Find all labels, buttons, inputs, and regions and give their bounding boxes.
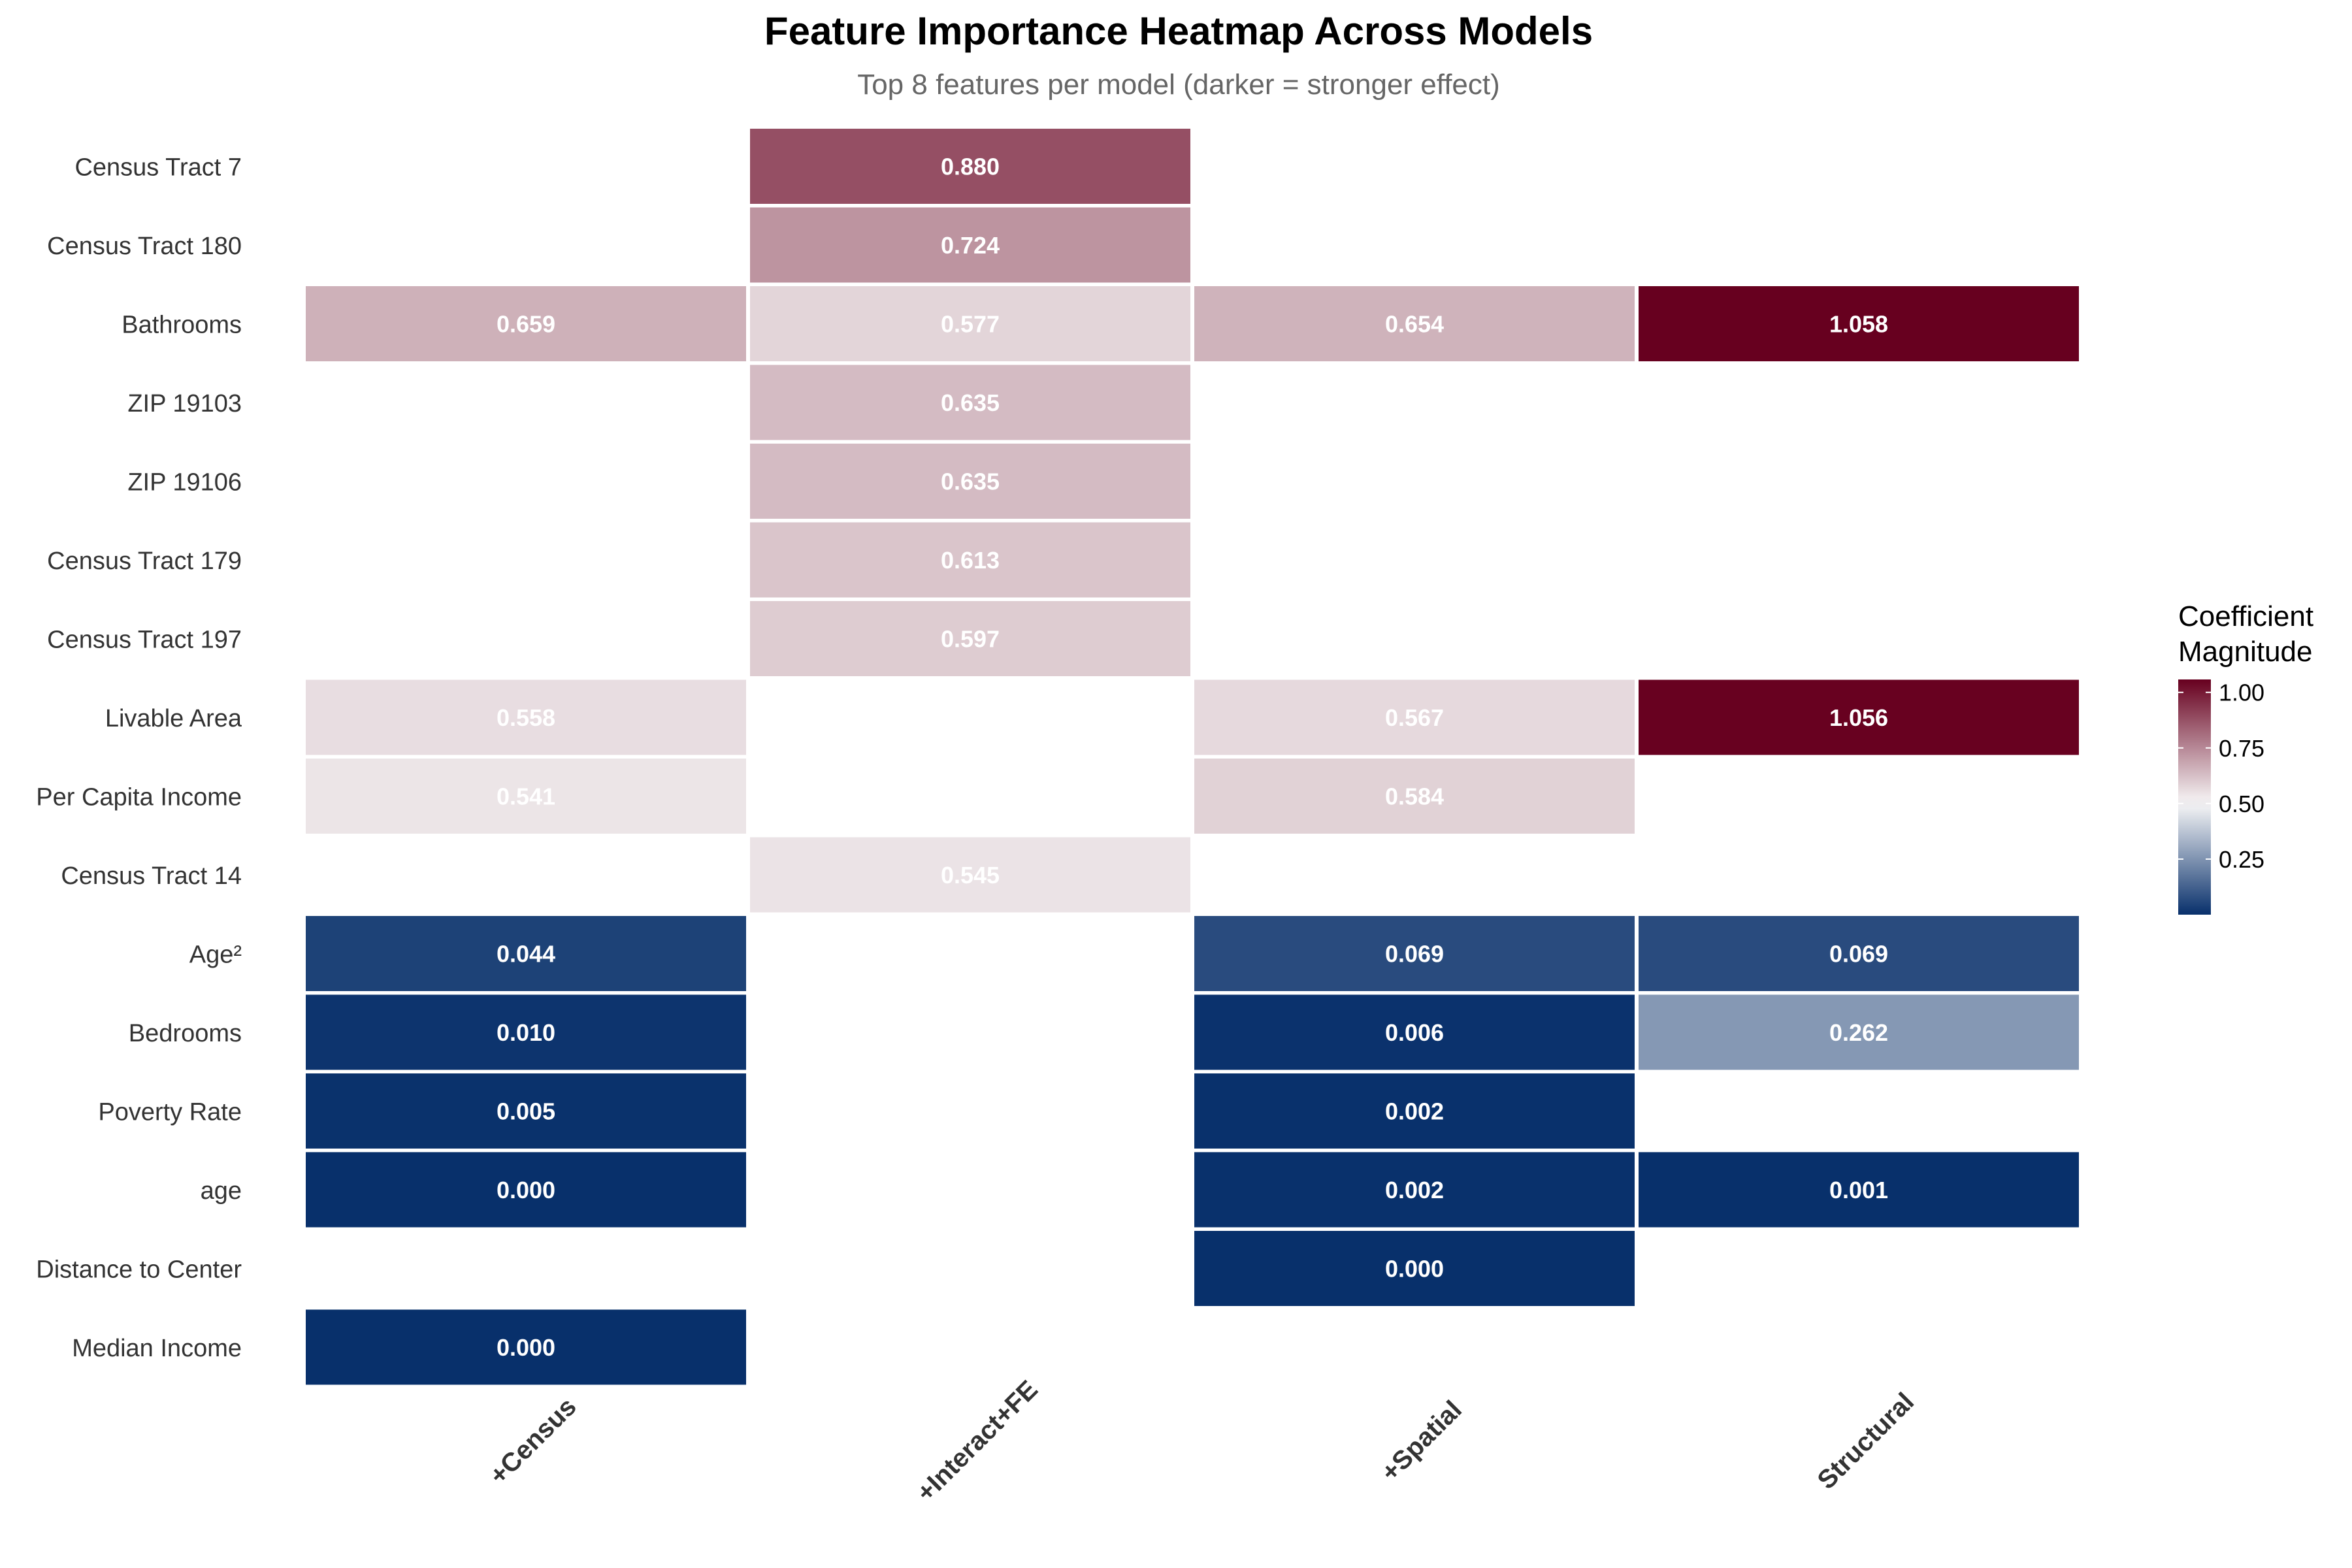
heatmap-cell-livable-area-structural [1639, 679, 2079, 755]
heatmap-cell-livable-area-census [306, 679, 746, 755]
cell-value-label: 0.541 [497, 783, 555, 810]
cell-value-label: 0.724 [941, 232, 1000, 259]
cell-value-label: 0.069 [1385, 941, 1444, 968]
heatmap-cell-poverty-rate-census [306, 1073, 746, 1149]
row-label-census-tract-14: Census Tract 14 [61, 862, 242, 890]
heatmap-cell-distance-to-center-spatial [1194, 1231, 1635, 1306]
heatmap-cell-bedrooms-census [306, 994, 746, 1070]
row-label-zip-19103: ZIP 19103 [127, 390, 242, 417]
heatmap-cell-bathrooms-spatial [1194, 286, 1635, 361]
cell-value-label: 0.010 [497, 1019, 555, 1046]
row-label-per-capita-income: Per Capita Income [36, 784, 242, 811]
heatmap-cell-age-spatial [1194, 916, 1635, 991]
cell-value-label: 0.613 [941, 547, 1000, 574]
heatmap-cell-median-income-census [306, 1309, 746, 1385]
color-legend: Coefficient Magnitude 0.25 0.50 0.75 1.00 [2178, 600, 2313, 915]
cell-value-label: 0.000 [1385, 1256, 1444, 1282]
cell-value-label: 0.577 [941, 311, 1000, 338]
legend-title-line1: Coefficient [2178, 600, 2313, 632]
heatmap-cell-bathrooms-census [306, 286, 746, 361]
legend-tick-label: 0.50 [2219, 791, 2264, 817]
cell-value-label: 0.001 [1829, 1177, 1888, 1203]
row-label-distance-to-center: Distance to Center [36, 1256, 242, 1284]
heatmap-cell-age-structural [1639, 1152, 2079, 1228]
heatmap-cell-census-tract-180-interact-fe [750, 207, 1190, 283]
heatmap-cell-age-spatial [1194, 1152, 1635, 1228]
cell-value-label: 0.567 [1385, 704, 1444, 731]
cell-value-label: 0.880 [941, 154, 1000, 180]
heatmap-cell-age-census [306, 1152, 746, 1228]
heatmap-cell-census-tract-14-interact-fe [750, 837, 1190, 913]
column-labels: +Census +Interact+FE +Spatial Structural [484, 1375, 1919, 1507]
cell-value-label: 0.005 [497, 1098, 555, 1125]
heatmap-cell-bathrooms-structural [1639, 286, 2079, 361]
row-label-age: Age² [189, 941, 242, 969]
legend-tick-label: 1.00 [2219, 679, 2264, 706]
heatmap-cell-zip-19103-interact-fe [750, 365, 1190, 440]
cell-value-label: 0.597 [941, 626, 1000, 653]
row-label-zip-19106: ZIP 19106 [127, 469, 242, 497]
heatmap-cell-livable-area-spatial [1194, 679, 1635, 755]
heatmap-cell-age-census [306, 916, 746, 991]
row-label-census-tract-180: Census Tract 180 [47, 233, 242, 260]
heatmap-cell-per-capita-income-census [306, 759, 746, 834]
row-label-livable-area: Livable Area [105, 705, 242, 732]
cell-value-label: 1.056 [1829, 704, 1888, 731]
heatmap-cell-age-structural [1639, 916, 2079, 991]
row-label-age: age [201, 1177, 242, 1205]
cell-value-label: 0.000 [497, 1177, 555, 1203]
column-label-interact-fe: +Interact+FE [911, 1375, 1043, 1507]
cell-value-label: 0.545 [941, 862, 1000, 889]
heatmap-cell-zip-19106-interact-fe [750, 444, 1190, 519]
row-label-census-tract-7: Census Tract 7 [74, 154, 242, 182]
row-label-bathrooms: Bathrooms [122, 312, 242, 339]
heatmap-cells: 0.880 0.724 0.659 0.577 0.654 1.058 0.635 0.635… [306, 129, 2079, 1385]
cell-value-label: 1.058 [1829, 311, 1888, 338]
heatmap-cell-per-capita-income-spatial [1194, 759, 1635, 834]
heatmap-cell-census-tract-197-interact-fe [750, 601, 1190, 676]
cell-value-label: 0.000 [497, 1334, 555, 1361]
heatmap-cell-bedrooms-structural [1639, 994, 2079, 1070]
cell-value-label: 0.002 [1385, 1098, 1444, 1125]
cell-value-label: 0.006 [1385, 1019, 1444, 1046]
legend-tick-label: 0.75 [2219, 735, 2264, 762]
chart-title: Feature Importance Heatmap Across Models [764, 9, 1593, 53]
cell-value-label: 0.635 [941, 389, 1000, 416]
column-label-structural: Structural [1812, 1387, 1919, 1495]
heatmap-cell-bathrooms-interact-fe [750, 286, 1190, 361]
cell-value-label: 0.654 [1385, 311, 1444, 338]
heatmap-cell-census-tract-179-interact-fe [750, 522, 1190, 598]
column-label-census: +Census [484, 1392, 582, 1490]
cell-value-label: 0.584 [1385, 783, 1444, 810]
legend-color-bar [2178, 679, 2211, 915]
heatmap-cell-bedrooms-spatial [1194, 994, 1635, 1070]
heatmap-cell-poverty-rate-spatial [1194, 1073, 1635, 1149]
chart-subtitle: Top 8 features per model (darker = stron… [857, 69, 1500, 101]
row-labels: Census Tract 7 Census Tract 180 Bathrooms Z… [36, 154, 242, 1363]
legend-ticks: 0.25 0.50 0.75 1.00 [2178, 679, 2264, 873]
cell-value-label: 0.558 [497, 704, 555, 731]
cell-value-label: 0.659 [497, 311, 555, 338]
row-label-census-tract-179: Census Tract 179 [47, 547, 242, 575]
cell-value-label: 0.262 [1829, 1019, 1888, 1046]
cell-value-label: 0.635 [941, 468, 1000, 495]
cell-value-label: 0.044 [497, 941, 555, 968]
heatmap-cell-census-tract-7-interact-fe [750, 129, 1190, 204]
legend-title-line2: Magnitude [2178, 636, 2312, 668]
cell-value-label: 0.069 [1829, 941, 1888, 968]
column-label-spatial: +Spatial [1376, 1396, 1467, 1487]
legend-tick-label: 0.25 [2219, 846, 2264, 873]
row-label-bedrooms: Bedrooms [129, 1020, 242, 1047]
cell-value-label: 0.002 [1385, 1177, 1444, 1203]
row-label-median-income: Median Income [72, 1335, 242, 1362]
row-label-poverty-rate: Poverty Rate [98, 1099, 242, 1126]
row-label-census-tract-197: Census Tract 197 [47, 627, 242, 654]
